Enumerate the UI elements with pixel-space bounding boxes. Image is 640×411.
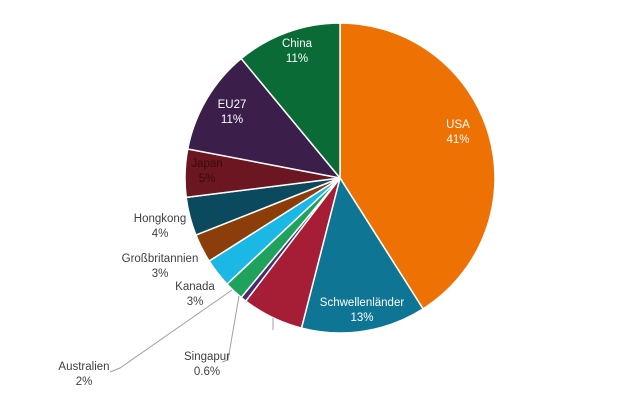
pie-slice-eu27	[186, 57, 342, 180]
slice-label: Australien 2%	[58, 361, 109, 388]
slice-label: Singapur 0.6%	[184, 351, 230, 378]
slice-label: Kanada 3%	[175, 281, 215, 308]
pie-slice-schwellenländer	[300, 176, 425, 334]
slice-label: Schwellenländer 13%	[320, 297, 405, 324]
pie-slice-china	[240, 22, 341, 181]
pie-slice-usa	[339, 22, 496, 310]
leader-line	[109, 289, 233, 373]
leader-line	[221, 295, 240, 363]
slice-label: Hongkong 4%	[134, 213, 186, 240]
slice-label: Großbritannien 3%	[122, 253, 199, 280]
slice-label: USA 41%	[446, 119, 470, 146]
slice-label: China 11%	[282, 38, 313, 65]
slice-label: EU27 11%	[218, 99, 247, 126]
slice-label: Japan 5%	[191, 158, 222, 185]
